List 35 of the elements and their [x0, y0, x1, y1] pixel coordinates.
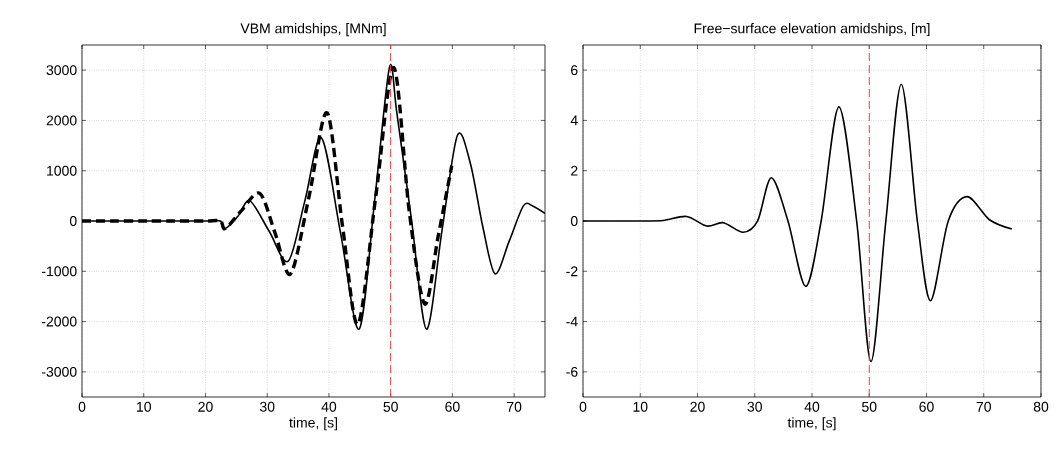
- x-tick-label: 30: [747, 401, 762, 412]
- x-tick-label: 50: [383, 401, 398, 412]
- x-tick-label: 20: [198, 401, 213, 412]
- x-axis-title: time, [s]: [289, 417, 337, 431]
- x-tick-label: 10: [633, 401, 648, 412]
- x-tick-label: 60: [445, 401, 460, 412]
- y-tick-label: 0: [570, 216, 578, 226]
- y-tick-label: 2: [571, 165, 578, 176]
- y-tick-label: 0: [69, 216, 77, 226]
- x-tick-label: 10: [137, 401, 151, 412]
- x-tick-label: 0: [579, 401, 587, 412]
- x-tick-label: 30: [259, 401, 275, 412]
- x-tick-label: 40: [321, 401, 337, 412]
- x-tick-label: 60: [919, 401, 934, 412]
- y-tick-label: 2000: [46, 115, 77, 126]
- x-tick-label: 50: [862, 401, 877, 412]
- x-tick-label: 40: [804, 401, 820, 412]
- y-tick-label: -4: [566, 316, 578, 327]
- y-tick-label: 6: [571, 65, 578, 76]
- x-axis-title: time, [s]: [787, 417, 836, 431]
- x-tick-label: 20: [690, 401, 705, 412]
- chart-title: Free−surface elevation amidships, [m]: [694, 23, 930, 37]
- y-tick-label: -3000: [41, 366, 77, 377]
- y-tick-label: 1000: [47, 165, 77, 176]
- chart-title: VBM amidships, [MNm]: [240, 23, 386, 37]
- x-tick-label: 0: [78, 401, 86, 412]
- y-tick-label: 4: [570, 115, 578, 126]
- y-tick-label: -1000: [41, 266, 77, 277]
- y-tick-label: -6: [566, 366, 578, 377]
- x-tick-label: 80: [1033, 401, 1049, 412]
- y-tick-label: -2000: [41, 316, 77, 327]
- x-tick-label: 70: [976, 401, 991, 412]
- y-tick-label: -2: [566, 266, 578, 277]
- y-tick-label: 3000: [46, 65, 77, 76]
- x-tick-label: 70: [507, 401, 522, 412]
